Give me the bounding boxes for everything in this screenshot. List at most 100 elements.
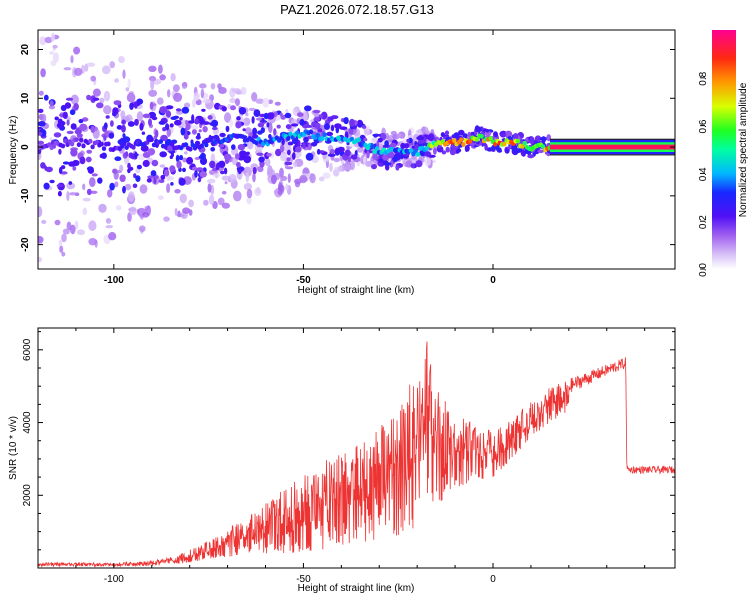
- spectrogram-blob: [491, 145, 495, 151]
- spectrogram-speckle: [172, 84, 180, 92]
- snr-ytick-label: 4000: [22, 411, 33, 434]
- spectrogram-speckle: [271, 174, 277, 185]
- spectrogram-blob: [181, 106, 190, 114]
- spectrogram-speckle: [105, 225, 113, 229]
- spectrogram-speckle: [182, 157, 188, 163]
- spectrogram-blob: [441, 150, 447, 155]
- spectrogram-ridge-cell: [356, 137, 361, 143]
- spectrogram-ridge-cell: [170, 141, 175, 147]
- colorbar-tick-label: 0.8: [698, 71, 709, 85]
- spectrogram-speckle: [61, 233, 67, 243]
- spectrogram-blob: [62, 161, 70, 165]
- spectrogram-blob: [474, 125, 480, 133]
- spectrogram-speckle: [424, 157, 432, 167]
- spectrogram-speckle: [127, 191, 135, 202]
- spectrogram-blob: [219, 132, 226, 138]
- spectrogram-blob: [199, 171, 207, 178]
- spectrogram-speckle: [115, 205, 122, 211]
- spectrogram-speckle: [287, 173, 291, 184]
- spectrogram-blob: [62, 111, 68, 120]
- spectrogram-blob: [202, 126, 208, 133]
- spectrogram-blob: [130, 153, 136, 160]
- spectrogram-blob: [169, 123, 174, 128]
- spectrogram-speckle: [292, 161, 298, 168]
- spectrogram-speckle: [40, 68, 46, 78]
- spectrogram-speckle: [184, 151, 188, 155]
- spectrogram-speckle: [39, 36, 47, 46]
- spectrogram-blob: [85, 156, 92, 163]
- spectrogram-blob: [146, 178, 152, 183]
- spectrogram-ridge-cell: [468, 138, 473, 144]
- spectrogram-blob: [68, 181, 73, 185]
- spectrogram-blob: [292, 152, 296, 160]
- spectrogram-ridge-cell: [69, 141, 75, 147]
- spectrogram-blob: [303, 136, 309, 143]
- spectrogram-blob: [445, 146, 450, 153]
- spectrogram-ridge-cell: [408, 148, 414, 154]
- spectrogram-blob: [457, 148, 462, 153]
- spectrogram-blob: [178, 178, 186, 186]
- spectrogram-blob: [175, 154, 180, 163]
- spectrogram-ridge-cell: [458, 137, 464, 143]
- spectrogram-blob: [127, 121, 135, 127]
- spectrogram-blob: [151, 116, 158, 121]
- spectrogram-blob: [327, 153, 336, 157]
- spectrogram-blob: [108, 132, 115, 139]
- spectrogram-speckle: [52, 44, 58, 49]
- spectrogram-ridge-cell: [149, 137, 154, 143]
- spectrogram-blob: [92, 97, 100, 101]
- spectrogram-speckle: [243, 183, 253, 191]
- spectrogram-blob: [235, 121, 242, 129]
- spectrogram-speckle: [229, 97, 237, 104]
- spectrogram-ridge-cell: [461, 142, 466, 147]
- spectrogram-speckle: [188, 209, 193, 216]
- spectrogram-blob: [286, 157, 291, 162]
- spectrogram-speckle: [41, 219, 47, 224]
- spectrogram-speckle: [224, 181, 228, 185]
- spectrogram-speckle: [167, 89, 171, 98]
- spectrogram-blob: [266, 122, 270, 128]
- spectrogram-blob: [141, 131, 146, 135]
- spectrogram-blob: [74, 129, 82, 135]
- spectrogram-blob: [273, 111, 278, 117]
- spectrogram-blob: [339, 146, 345, 153]
- spectrogram-blob: [236, 116, 241, 121]
- spectrogram-blob: [527, 154, 535, 159]
- spectrogram-speckle: [299, 175, 308, 184]
- spectrogram-blob: [302, 143, 306, 149]
- colorbar-label: Normalized spectral amplitude: [738, 82, 749, 217]
- spectrogram-ridge-cell: [479, 133, 484, 139]
- spectrogram-blob: [170, 182, 174, 186]
- spectrogram-blob: [148, 118, 152, 127]
- spectrogram-blob: [180, 127, 186, 136]
- spectrogram-speckle: [124, 183, 132, 191]
- spectrogram-blob: [458, 129, 465, 136]
- spectrogram-speckle: [342, 164, 352, 171]
- spectrogram-blob: [163, 169, 170, 177]
- spectrogram-blob: [287, 141, 294, 146]
- spectrogram-blob: [196, 167, 204, 172]
- spectrogram-speckle: [174, 208, 178, 216]
- spectrogram-blob: [366, 150, 370, 159]
- spectrogram-speckle: [207, 183, 212, 193]
- spectrogram-speckle: [70, 94, 79, 105]
- spectrogram-blob: [373, 134, 378, 138]
- spectrogram-blob: [221, 106, 227, 112]
- spectrogram-blob: [218, 160, 226, 168]
- spectrogram-blob: [45, 166, 53, 173]
- spectrogram-speckle: [88, 220, 97, 231]
- spectrogram-speckle: [262, 97, 270, 108]
- spectrogram-blob: [119, 174, 126, 183]
- spectrogram-speckle: [119, 164, 124, 172]
- spectrogram-ridge-cell: [474, 137, 480, 142]
- spectrogram-blob: [136, 164, 142, 170]
- colorbar-tick-label: 0.6: [698, 119, 709, 133]
- spectrogram-speckle: [49, 51, 54, 55]
- spectrogram-blob: [64, 102, 72, 109]
- spectrogram-blob: [155, 129, 159, 138]
- spectrogram-blob: [65, 97, 74, 101]
- spectrogram-ridge-cell: [63, 138, 68, 144]
- spectrogram-blob: [99, 153, 104, 159]
- spectrogram-speckle: [210, 83, 216, 90]
- spectrogram-speckle: [51, 32, 55, 42]
